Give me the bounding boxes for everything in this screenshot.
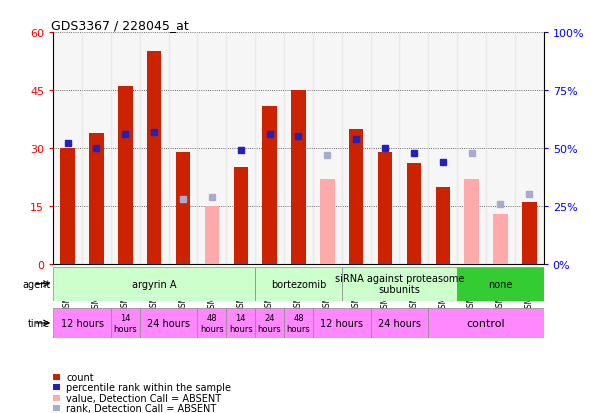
Bar bbox=[262, 106, 277, 264]
Bar bbox=[53, 308, 111, 338]
Bar bbox=[53, 267, 255, 301]
Bar bbox=[139, 33, 168, 264]
Bar bbox=[291, 91, 306, 264]
Bar bbox=[428, 33, 457, 264]
Bar bbox=[176, 152, 190, 264]
Bar bbox=[204, 206, 219, 264]
Text: 24
hours: 24 hours bbox=[258, 313, 281, 333]
Bar bbox=[320, 180, 335, 264]
Bar bbox=[465, 180, 479, 264]
Text: 48
hours: 48 hours bbox=[200, 313, 224, 333]
Bar bbox=[111, 33, 139, 264]
Bar bbox=[147, 52, 161, 264]
Bar bbox=[89, 133, 103, 264]
Bar bbox=[486, 33, 515, 264]
Text: 14
hours: 14 hours bbox=[229, 313, 252, 333]
Bar bbox=[457, 267, 544, 301]
Bar bbox=[139, 308, 197, 338]
Bar bbox=[118, 87, 132, 264]
Text: GDS3367 / 228045_at: GDS3367 / 228045_at bbox=[51, 19, 189, 32]
Bar bbox=[255, 308, 284, 338]
Text: 24 hours: 24 hours bbox=[147, 318, 190, 328]
Bar bbox=[111, 308, 139, 338]
Bar bbox=[349, 129, 363, 264]
Bar bbox=[400, 33, 428, 264]
Text: 24 hours: 24 hours bbox=[378, 318, 421, 328]
Bar bbox=[428, 308, 544, 338]
Bar bbox=[255, 267, 342, 301]
Bar bbox=[284, 308, 313, 338]
Bar bbox=[342, 267, 457, 301]
Bar bbox=[407, 164, 421, 264]
Bar bbox=[313, 308, 371, 338]
Bar bbox=[457, 33, 486, 264]
Bar bbox=[53, 33, 82, 264]
Text: bortezomib: bortezomib bbox=[271, 279, 326, 289]
Text: time: time bbox=[28, 318, 50, 328]
Bar bbox=[197, 33, 226, 264]
Bar bbox=[522, 203, 537, 264]
Text: control: control bbox=[467, 318, 505, 328]
Bar bbox=[233, 168, 248, 264]
Bar bbox=[313, 33, 342, 264]
Bar bbox=[371, 33, 400, 264]
Text: argyrin A: argyrin A bbox=[132, 279, 177, 289]
Bar bbox=[493, 214, 508, 264]
Text: 12 hours: 12 hours bbox=[320, 318, 363, 328]
Text: 14
hours: 14 hours bbox=[113, 313, 137, 333]
Bar bbox=[226, 308, 255, 338]
Bar bbox=[255, 33, 284, 264]
Text: count: count bbox=[66, 372, 94, 382]
Bar bbox=[515, 33, 544, 264]
Bar bbox=[284, 33, 313, 264]
Bar bbox=[60, 149, 75, 264]
Text: none: none bbox=[488, 279, 512, 289]
Bar bbox=[82, 33, 111, 264]
Bar bbox=[342, 33, 371, 264]
Bar bbox=[168, 33, 197, 264]
Text: percentile rank within the sample: percentile rank within the sample bbox=[66, 382, 231, 392]
Text: siRNA against proteasome
subunits: siRNA against proteasome subunits bbox=[335, 273, 464, 295]
Text: 12 hours: 12 hours bbox=[60, 318, 103, 328]
Bar bbox=[226, 33, 255, 264]
Text: agent: agent bbox=[22, 279, 50, 289]
Text: value, Detection Call = ABSENT: value, Detection Call = ABSENT bbox=[66, 393, 221, 403]
Text: rank, Detection Call = ABSENT: rank, Detection Call = ABSENT bbox=[66, 403, 216, 413]
Bar bbox=[371, 308, 428, 338]
Bar bbox=[436, 187, 450, 264]
Bar bbox=[378, 152, 392, 264]
Text: 48
hours: 48 hours bbox=[287, 313, 310, 333]
Bar bbox=[197, 308, 226, 338]
